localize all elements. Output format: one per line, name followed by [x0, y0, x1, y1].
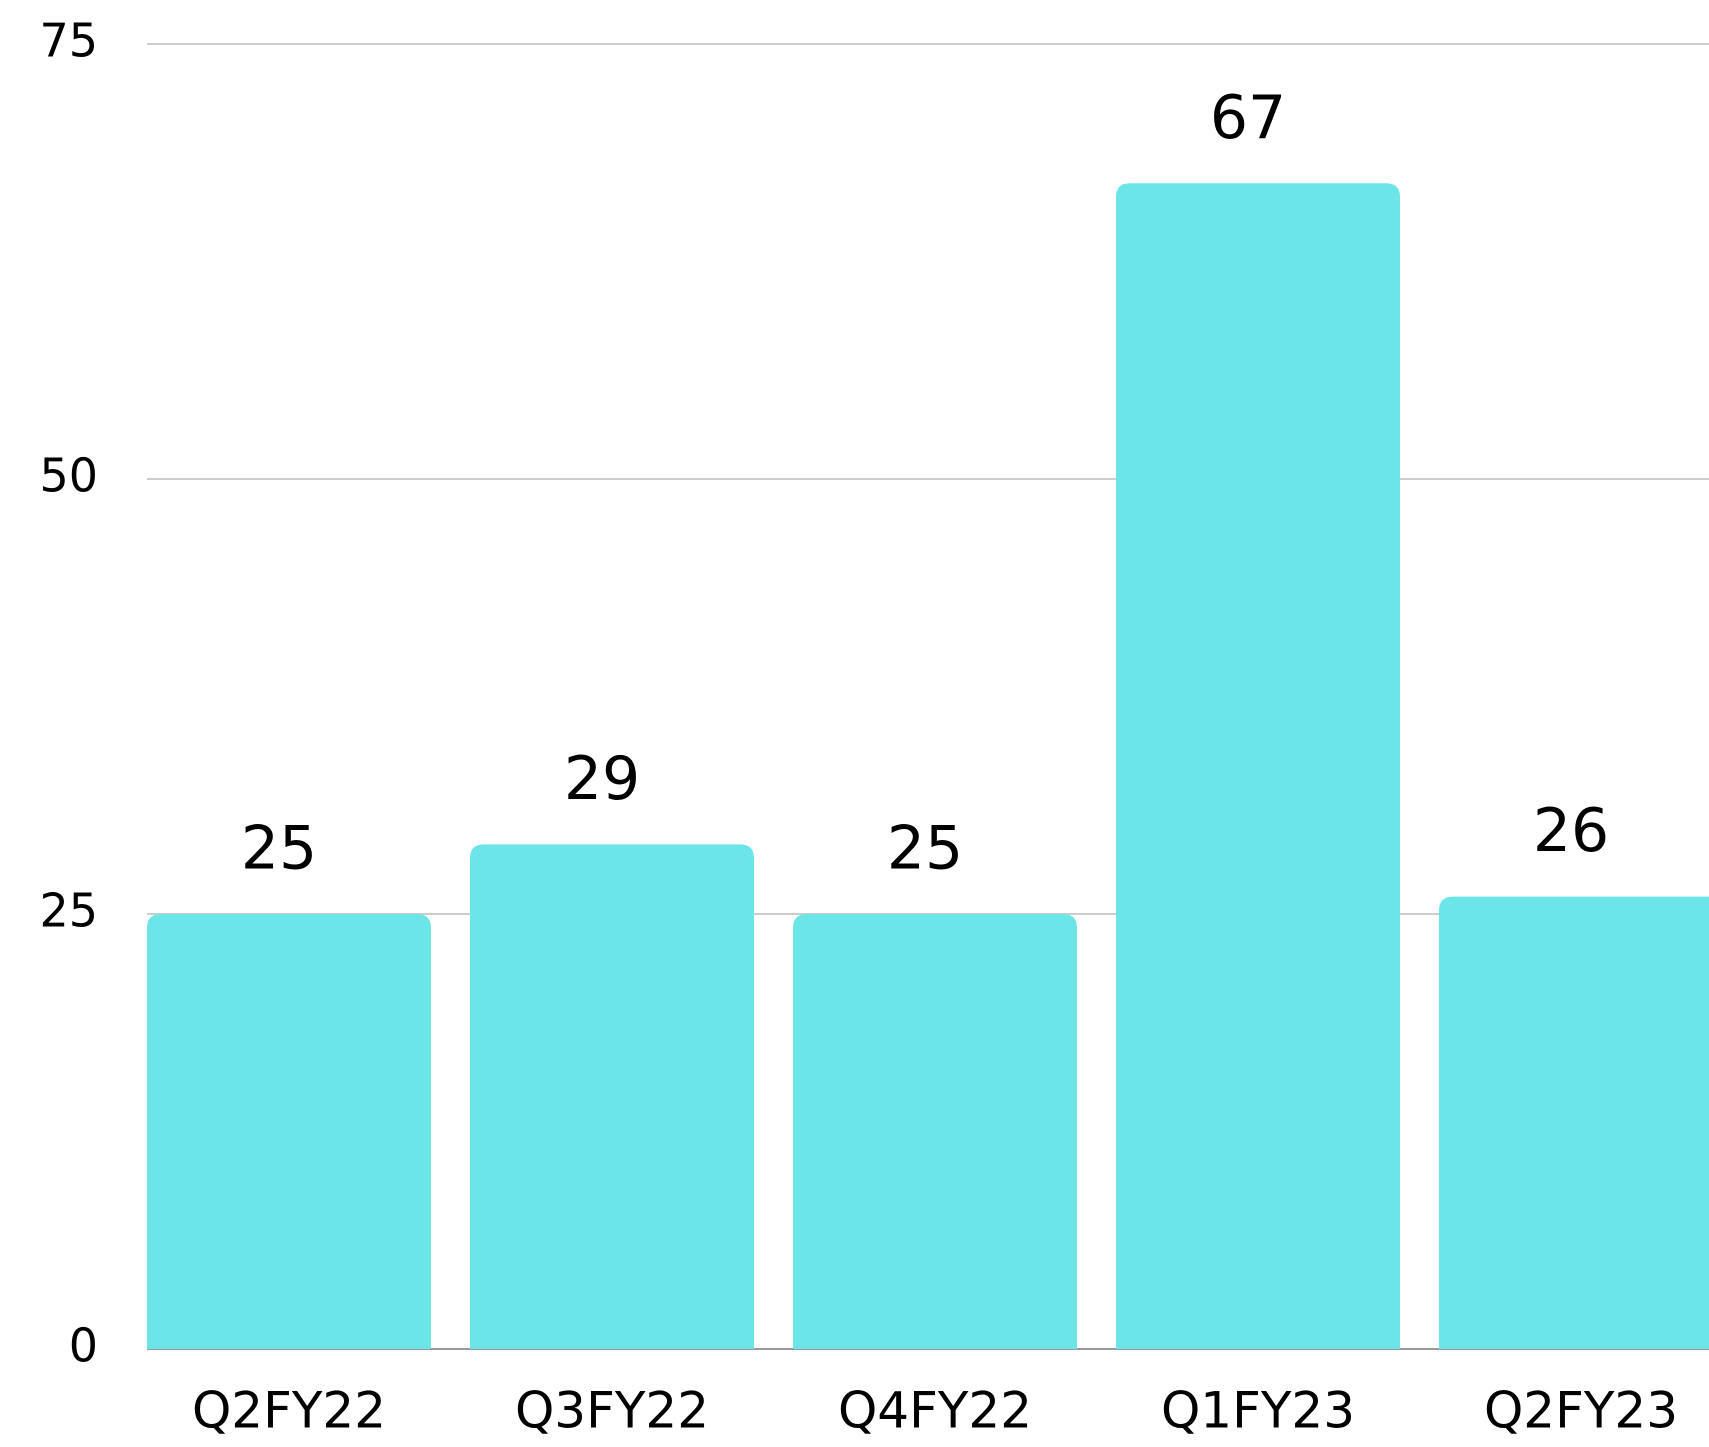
x-tick-label: Q1FY23	[1161, 1382, 1355, 1440]
y-tick-label: 50	[39, 449, 98, 503]
x-tick-label: Q3FY22	[515, 1382, 709, 1440]
y-tick-label: 75	[39, 14, 98, 68]
x-tick-label: Q4FY22	[838, 1382, 1032, 1440]
bar	[1439, 896, 1709, 1349]
bar	[1116, 183, 1400, 1350]
x-tick-label: Q2FY22	[192, 1382, 386, 1440]
value-label: 29	[564, 744, 640, 814]
bar	[470, 844, 754, 1349]
value-label: 25	[887, 814, 963, 884]
value-label: 67	[1210, 83, 1286, 153]
x-tick-label: Q2FY23	[1484, 1382, 1678, 1440]
value-label: 26	[1533, 796, 1609, 866]
y-tick-label: 25	[39, 884, 98, 938]
bar	[793, 914, 1077, 1349]
value-label: 25	[241, 814, 317, 884]
y-tick-label: 0	[69, 1319, 98, 1373]
bar	[147, 914, 431, 1349]
